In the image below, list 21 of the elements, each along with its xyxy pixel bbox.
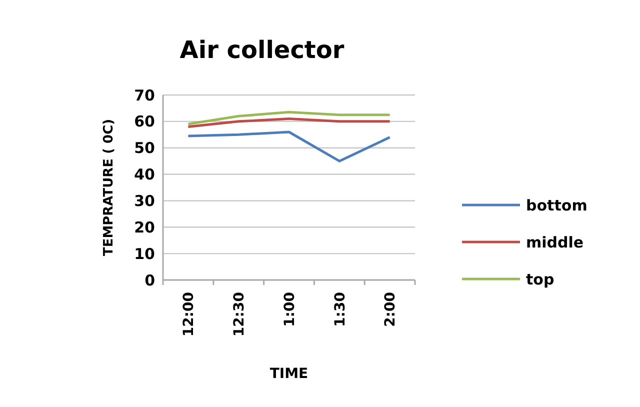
y-tick-label: 60 [134,112,155,131]
legend-label: middle [526,233,584,252]
y-axis-title: TEMPRATURE ( 0C) [102,118,117,256]
line-series [186,110,392,126]
x-tick-label: 12:00 [181,292,198,337]
legend-label: bottom [526,196,588,214]
chart-title: Air collector [180,36,344,64]
y-tick-label: 20 [134,218,155,236]
y-tick-label: 30 [134,192,155,210]
y-tick-label: 10 [134,244,155,263]
x-tick-label: 1:30 [332,292,348,327]
y-tick-label: 50 [134,139,155,158]
y-tick-label: 40 [134,166,155,184]
x-tick-label: 2:00 [382,292,399,327]
x-tick-label: 12:30 [232,292,248,337]
y-tick-label: 0 [144,271,155,290]
x-tick-label: 1:00 [282,292,298,327]
line-series [186,130,392,162]
y-tick-label: 70 [134,86,155,104]
x-axis-title: TIME [270,366,308,382]
legend-label: top [526,270,554,288]
